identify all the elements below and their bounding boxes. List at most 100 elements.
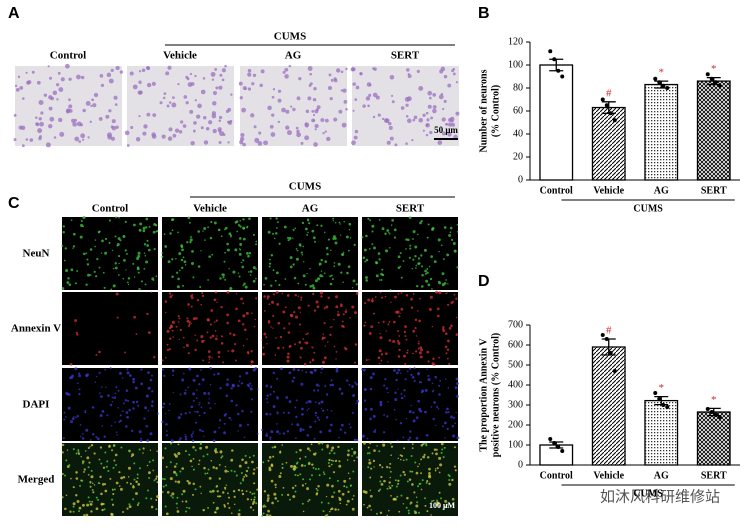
- cell: [380, 475, 383, 479]
- cell: [237, 224, 241, 227]
- cell: [171, 369, 175, 373]
- cell: [314, 468, 317, 471]
- cell: [294, 343, 297, 346]
- cell: [104, 368, 106, 371]
- cell: [419, 355, 423, 359]
- cell: [79, 235, 83, 239]
- cell: [144, 406, 148, 410]
- cell: [78, 140, 82, 144]
- cell: [180, 258, 184, 262]
- cell: [390, 301, 392, 303]
- cell: [377, 113, 381, 117]
- cell: [184, 435, 187, 438]
- cell: [325, 393, 329, 396]
- cell: [172, 96, 175, 99]
- cell: [424, 497, 427, 500]
- cell: [252, 500, 256, 504]
- cell: [103, 508, 106, 511]
- cell: [62, 225, 65, 228]
- cell: [420, 220, 423, 223]
- cell: [218, 119, 222, 123]
- cell: [116, 244, 119, 247]
- cell: [314, 414, 317, 417]
- cell: [208, 476, 212, 480]
- cell: [145, 217, 149, 221]
- cell: [389, 442, 392, 445]
- cell: [296, 423, 300, 427]
- cell: [89, 120, 92, 124]
- cell: [382, 443, 386, 447]
- cell: [371, 243, 374, 246]
- cell: [380, 482, 384, 486]
- cell: [428, 265, 431, 268]
- cell: [366, 437, 369, 440]
- cell: [337, 262, 341, 266]
- cell: [221, 455, 224, 458]
- cell: [320, 367, 324, 370]
- cell: [427, 223, 430, 226]
- cell: [295, 437, 297, 439]
- cell: [128, 503, 131, 506]
- cell: [306, 233, 309, 236]
- cell: [339, 428, 343, 431]
- data-point: [560, 449, 565, 453]
- cell: [242, 259, 245, 262]
- cell: [293, 276, 297, 280]
- cell: [127, 281, 129, 284]
- cell: [242, 226, 246, 230]
- cell: [272, 371, 276, 375]
- cell: [299, 473, 302, 476]
- cell: [271, 501, 274, 505]
- cell: [387, 121, 392, 126]
- cell: [175, 462, 178, 465]
- cell: [63, 259, 66, 262]
- cell: [276, 423, 278, 425]
- cell: [318, 264, 321, 266]
- cell: [275, 290, 279, 294]
- cell: [224, 486, 227, 490]
- cell: [122, 511, 125, 514]
- cell: [190, 262, 195, 266]
- cell: [225, 484, 228, 486]
- cell: [37, 128, 43, 134]
- cell: [333, 345, 336, 348]
- cell: [255, 240, 258, 243]
- cell: [181, 467, 185, 470]
- cell: [142, 447, 145, 450]
- cell: [445, 292, 447, 295]
- cell: [447, 132, 452, 137]
- cell: [253, 492, 256, 495]
- cell: [322, 132, 325, 135]
- cell: [356, 399, 360, 403]
- cell: [398, 335, 401, 337]
- cell: [270, 254, 274, 257]
- cell: [188, 453, 191, 456]
- cell: [399, 252, 402, 255]
- cell: [154, 224, 158, 227]
- cell: [429, 277, 433, 281]
- cell: [207, 468, 210, 471]
- cell: [83, 514, 86, 517]
- cell: [138, 430, 142, 434]
- cell: [224, 278, 227, 281]
- cell: [103, 286, 106, 289]
- cell: [164, 447, 167, 450]
- cell: [309, 370, 313, 374]
- cell: [406, 480, 409, 483]
- cell: [223, 260, 226, 263]
- cell: [199, 443, 202, 446]
- cell: [220, 235, 223, 238]
- cell: [304, 341, 306, 344]
- cell: [220, 450, 223, 452]
- cell: [400, 372, 402, 375]
- cell: [453, 293, 456, 296]
- cell: [39, 135, 42, 138]
- cell: [304, 283, 307, 286]
- cell: [174, 480, 177, 483]
- cell: [77, 449, 80, 452]
- cell: [115, 386, 118, 389]
- cell: [443, 226, 447, 229]
- cell: [330, 78, 334, 82]
- cell: [431, 288, 433, 290]
- cell: [400, 458, 402, 461]
